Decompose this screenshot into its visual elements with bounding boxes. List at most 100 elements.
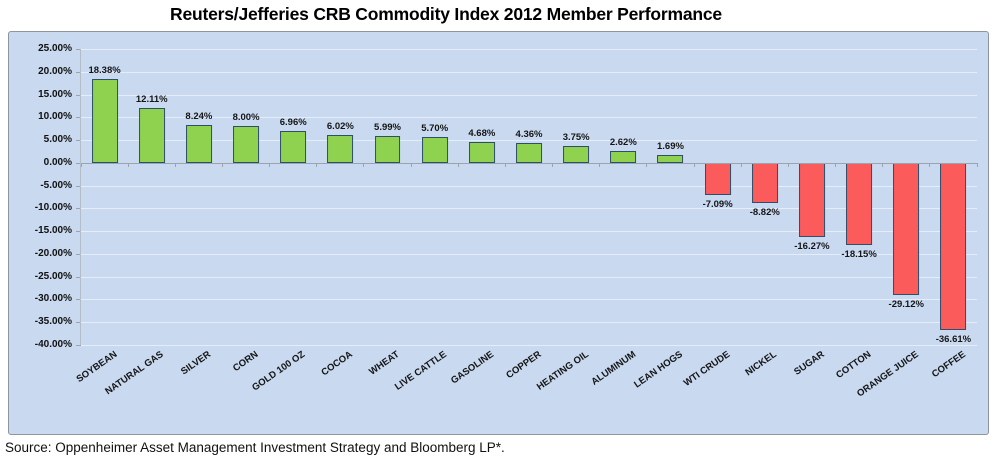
- bar-value-label-lean-hogs: 1.69%: [657, 141, 684, 153]
- plot-area: 18.38% 12.11% 8.24% 8.00% 6.96% 6.02% 5.99% 5.7…: [80, 49, 978, 346]
- x-axis-tick: [174, 162, 176, 167]
- x-label-wheat: WHEAT: [367, 349, 402, 378]
- gridline-20: [81, 71, 977, 73]
- bar-corn: [233, 126, 260, 163]
- x-label-lean-hogs: LEAN HOGS: [632, 349, 685, 391]
- x-label-gasoline: GASOLINE: [449, 349, 497, 387]
- x-label-corn: CORN: [231, 349, 261, 375]
- x-axis-tick: [740, 162, 742, 167]
- bar-value-label-live-cattle: 5.70%: [421, 122, 449, 134]
- y-tick-label--20: -20.00%: [34, 247, 72, 259]
- gridline--35: [81, 322, 977, 324]
- bar-value-label-sugar: -16.27%: [794, 240, 830, 252]
- y-tick-mark-5: [76, 140, 81, 142]
- y-tick-label--30: -30.00%: [34, 293, 72, 305]
- gridline--40: [81, 345, 977, 346]
- y-tick-label--25: -25.00%: [34, 270, 72, 282]
- x-axis-tick: [221, 162, 223, 167]
- bar-value-label-orange-juice: -29.12%: [888, 299, 924, 311]
- chart-title: Reuters/Jefferies CRB Commodity Index 20…: [170, 4, 722, 24]
- x-axis-tick: [976, 162, 978, 167]
- y-tick-label-15: 15.00%: [38, 88, 72, 100]
- x-label-wti-crude: WTI CRUDE: [681, 349, 732, 389]
- gridline--10: [81, 208, 977, 210]
- x-label-sugar: SUGAR: [791, 349, 827, 378]
- bar-value-label-silver: 8.24%: [185, 111, 213, 123]
- bar-natural-gas: [138, 107, 165, 163]
- x-axis-tick: [363, 162, 365, 167]
- y-tick-mark--20: [76, 253, 81, 255]
- x-axis-tick: [316, 162, 318, 167]
- bar-value-label-copper: 4.36%: [515, 128, 543, 140]
- source-note: Source: Oppenheimer Asset Management Inv…: [5, 440, 505, 455]
- y-tick-mark--35: [76, 322, 81, 324]
- bar-value-label-gold-100-oz: 6.96%: [279, 117, 307, 129]
- gridline-15: [81, 94, 977, 96]
- x-axis-tick: [835, 162, 837, 167]
- y-tick-mark-10: [76, 117, 81, 119]
- x-axis-tick: [787, 162, 789, 167]
- bar-value-label-natural-gas: 12.11%: [135, 93, 168, 105]
- bar-heating-oil: [563, 145, 590, 163]
- x-label-coffee: COFFEE: [929, 349, 968, 381]
- y-tick-mark--15: [76, 231, 81, 233]
- x-axis-tick: [599, 162, 601, 167]
- x-axis-tick: [410, 162, 412, 167]
- bar-aluminum: [610, 150, 637, 163]
- bar-value-label-heating-oil: 3.75%: [562, 131, 590, 143]
- x-axis-tick: [882, 162, 884, 167]
- gridline-10: [81, 117, 977, 119]
- x-label-cotton: COTTON: [834, 349, 874, 381]
- gridline--25: [81, 276, 977, 278]
- y-tick-label--5: -5.00%: [40, 179, 72, 191]
- bar-sugar: [798, 162, 825, 237]
- bar-silver: [185, 125, 212, 163]
- bar-cotton: [846, 162, 873, 246]
- zero-axis-line: [81, 162, 977, 165]
- bar-value-label-nickel: -8.82%: [749, 207, 780, 218]
- x-axis-labels: SOYBEAN NATURAL GAS SILVER CORN GOLD 100 OZ C…: [74, 345, 977, 433]
- x-label-live-cattle: LIVE CATTLE: [393, 349, 449, 393]
- y-tick-label-5: 5.00%: [43, 134, 72, 146]
- x-label-silver: SILVER: [179, 349, 214, 378]
- bar-wheat: [374, 135, 401, 163]
- y-tick-mark--30: [76, 299, 81, 301]
- y-tick-label-0: 0.00%: [43, 156, 72, 168]
- bar-gasoline: [468, 141, 495, 163]
- y-axis: 25.00% 20.00% 15.00% 10.00% 5.00% 0.00% -5.00%…: [9, 43, 81, 350]
- chart-area: 25.00% 20.00% 15.00% 10.00% 5.00% 0.00% -5.00%…: [8, 31, 989, 435]
- x-axis-tick: [552, 162, 554, 167]
- y-tick-label--10: -10.00%: [34, 202, 72, 214]
- bar-soybean: [91, 79, 118, 163]
- bar-coffee: [940, 162, 967, 330]
- y-tick-mark-0: [76, 162, 81, 164]
- x-label-heating-oil: HEATING OIL: [534, 349, 591, 393]
- y-tick-label-10: 10.00%: [38, 111, 72, 123]
- x-axis-tick: [127, 162, 129, 167]
- bar-value-label-cocoa: 6.02%: [326, 121, 354, 133]
- x-label-cocoa: COCOA: [319, 349, 355, 379]
- bar-value-label-cotton: -18.15%: [841, 249, 877, 261]
- y-tick-mark--5: [76, 185, 81, 187]
- bar-live-cattle: [421, 136, 448, 163]
- y-tick-mark--40: [76, 345, 81, 346]
- bar-value-label-coffee: -36.61%: [935, 333, 972, 345]
- bar-value-label-wti-crude: -7.09%: [702, 199, 733, 211]
- x-axis-tick: [929, 162, 931, 167]
- y-tick-mark--25: [76, 276, 81, 278]
- y-tick-label-20: 20.00%: [38, 65, 72, 77]
- bar-orange-juice: [893, 162, 920, 296]
- gridline--30: [81, 299, 977, 301]
- bar-nickel: [751, 162, 778, 203]
- bar-lean-hogs: [657, 155, 684, 163]
- x-label-aluminum: ALUMINUM: [588, 349, 638, 388]
- gridline-5: [81, 140, 977, 142]
- y-tick-label--40: -40.00%: [34, 339, 72, 350]
- y-tick-mark-25: [76, 49, 81, 50]
- gridline--15: [81, 231, 977, 233]
- x-axis-tick: [504, 162, 506, 167]
- bar-value-label-wheat: 5.99%: [374, 121, 401, 133]
- gridline-25: [81, 49, 977, 50]
- x-axis-tick: [693, 162, 695, 167]
